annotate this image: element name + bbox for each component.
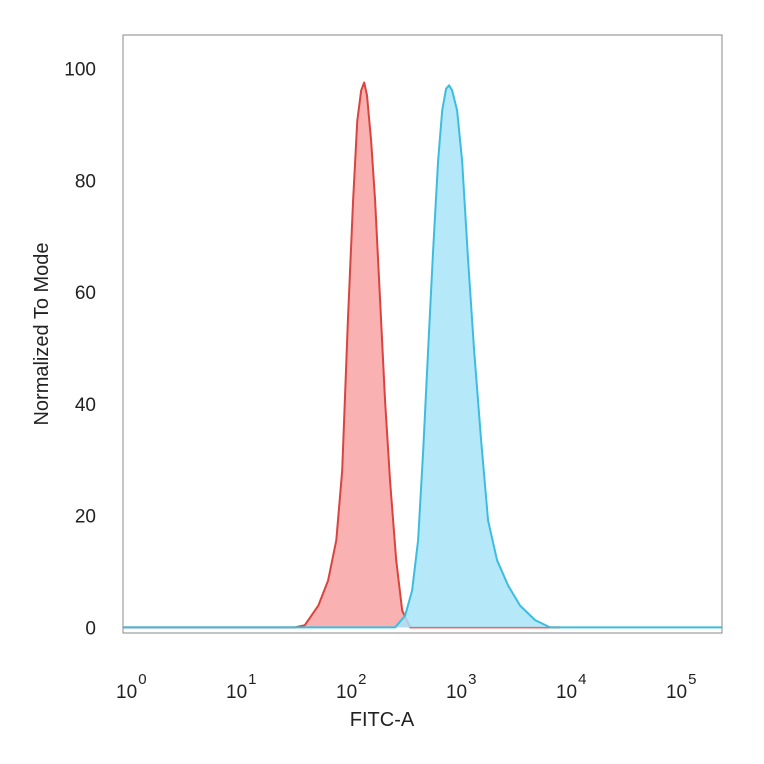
x-tick-exponent: 4 [578,671,586,688]
y-tick-label: 20 [75,507,96,528]
y-tick-label: 40 [75,395,96,416]
histogram-line [123,84,722,629]
y-tick-label: 100 [64,60,96,81]
x-tick-label: 10 [446,682,467,703]
histogram-area [123,82,561,628]
x-tick-exponent: 1 [248,671,256,688]
x-axis-title: FITC-A [350,709,415,731]
x-tick-exponent: 0 [138,671,146,688]
y-axis-title: Normalized To Mode [31,242,53,425]
x-tick-exponent: 3 [468,671,476,688]
y-tick-label: 0 [85,618,96,639]
x-tick-label: 10 [226,682,247,703]
histogram-area [123,85,722,628]
x-tick-exponent: 2 [358,671,366,688]
x-tick-label: 10 [116,682,137,703]
x-tick-label: 10 [336,682,357,703]
x-tick-exponent: 5 [688,671,696,688]
x-tick-label: 10 [666,682,687,703]
y-tick-label: 60 [75,283,96,304]
x-tick-label: 10 [556,682,577,703]
histogram-line [123,81,561,629]
y-tick-label: 80 [75,171,96,192]
